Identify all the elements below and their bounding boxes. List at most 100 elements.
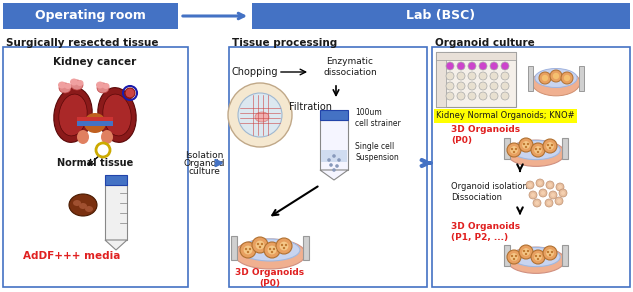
Text: Filtration: Filtration: [289, 102, 332, 112]
Circle shape: [468, 92, 476, 100]
Circle shape: [457, 92, 465, 100]
Circle shape: [280, 241, 289, 251]
Bar: [436, 52, 516, 107]
Circle shape: [549, 147, 551, 149]
Ellipse shape: [84, 113, 106, 133]
Circle shape: [335, 164, 339, 168]
Circle shape: [490, 72, 498, 80]
Bar: [562, 245, 568, 266]
Bar: [579, 66, 584, 91]
Circle shape: [534, 253, 542, 261]
Circle shape: [479, 62, 487, 70]
Circle shape: [332, 154, 335, 158]
Circle shape: [561, 191, 565, 195]
Circle shape: [490, 82, 498, 90]
Ellipse shape: [73, 200, 81, 206]
Circle shape: [528, 183, 532, 187]
Bar: [3, 47, 188, 287]
Circle shape: [511, 148, 513, 150]
Text: Enzymatic
dissociation: Enzymatic dissociation: [323, 57, 377, 77]
Circle shape: [539, 255, 541, 257]
Circle shape: [556, 183, 564, 191]
Circle shape: [332, 168, 335, 172]
Circle shape: [479, 82, 487, 90]
Circle shape: [546, 181, 554, 189]
Circle shape: [523, 250, 525, 252]
Text: Kidney Normal Organoids; KNO#: Kidney Normal Organoids; KNO#: [436, 112, 575, 121]
Bar: [3, 3, 178, 29]
Ellipse shape: [59, 83, 71, 93]
Ellipse shape: [101, 130, 113, 144]
Circle shape: [525, 253, 527, 255]
Bar: [77, 120, 113, 126]
Circle shape: [264, 242, 280, 258]
Ellipse shape: [512, 140, 560, 160]
Text: Organoid: Organoid: [183, 159, 225, 168]
Circle shape: [550, 70, 562, 82]
Text: Organoid culture: Organoid culture: [435, 38, 535, 48]
Ellipse shape: [70, 79, 78, 86]
Circle shape: [545, 199, 553, 207]
Circle shape: [511, 255, 513, 257]
Bar: [303, 236, 309, 260]
Circle shape: [533, 199, 541, 207]
Circle shape: [249, 248, 251, 250]
Circle shape: [501, 92, 509, 100]
Circle shape: [490, 62, 498, 70]
Circle shape: [531, 193, 535, 197]
Circle shape: [529, 191, 537, 199]
Bar: [436, 52, 516, 60]
Polygon shape: [320, 170, 348, 180]
Circle shape: [551, 251, 553, 253]
Ellipse shape: [97, 83, 109, 93]
Ellipse shape: [234, 239, 306, 269]
Circle shape: [468, 82, 476, 90]
Bar: [105, 185, 127, 240]
Text: Normal tissue: Normal tissue: [57, 158, 133, 168]
Circle shape: [329, 163, 333, 167]
Polygon shape: [105, 240, 127, 250]
Circle shape: [273, 248, 275, 250]
Text: Isolation: Isolation: [185, 150, 223, 159]
Circle shape: [527, 143, 529, 145]
Text: Lab (BSC): Lab (BSC): [406, 10, 475, 22]
Circle shape: [535, 148, 537, 150]
Circle shape: [490, 92, 498, 100]
Bar: [229, 47, 427, 287]
Circle shape: [539, 148, 541, 150]
Bar: [321, 150, 347, 162]
Circle shape: [285, 244, 287, 246]
Bar: [504, 138, 510, 159]
Circle shape: [539, 189, 547, 197]
Circle shape: [228, 83, 292, 147]
Circle shape: [527, 250, 529, 252]
Circle shape: [245, 248, 248, 250]
Text: AdDF+++ media: AdDF+++ media: [23, 251, 121, 261]
Text: 3D Organoids
(P0): 3D Organoids (P0): [451, 125, 520, 145]
Ellipse shape: [96, 81, 104, 88]
Circle shape: [549, 254, 551, 256]
Bar: [320, 110, 348, 120]
Circle shape: [522, 141, 530, 149]
Bar: [432, 47, 630, 287]
Circle shape: [337, 158, 341, 162]
Circle shape: [513, 151, 515, 153]
Circle shape: [546, 142, 554, 150]
Ellipse shape: [71, 80, 83, 90]
Circle shape: [446, 82, 454, 90]
Text: 100um
cell strainer: 100um cell strainer: [355, 108, 401, 128]
Ellipse shape: [535, 69, 577, 88]
Text: Surgically resected tissue: Surgically resected tissue: [6, 38, 158, 48]
Circle shape: [548, 183, 552, 187]
Circle shape: [538, 181, 542, 185]
Circle shape: [327, 158, 331, 162]
Bar: [504, 245, 510, 266]
Circle shape: [531, 143, 545, 157]
Ellipse shape: [98, 88, 136, 142]
Circle shape: [457, 62, 465, 70]
Bar: [252, 3, 630, 29]
Circle shape: [457, 82, 465, 90]
Circle shape: [510, 253, 518, 261]
Circle shape: [446, 92, 454, 100]
Circle shape: [257, 243, 259, 245]
